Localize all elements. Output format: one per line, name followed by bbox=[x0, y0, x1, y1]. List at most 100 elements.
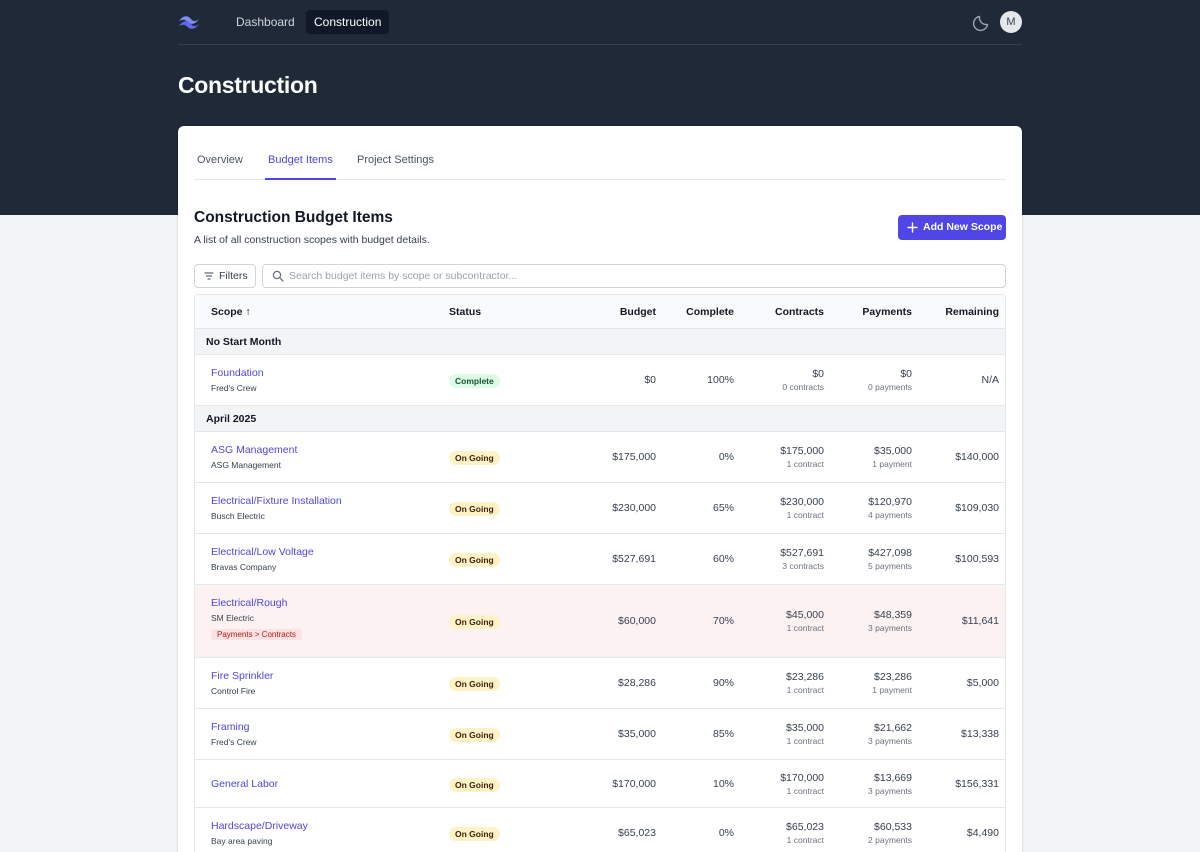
scope-link[interactable]: ASG Management bbox=[211, 444, 298, 456]
subcontractor-name: Bravas Company bbox=[211, 562, 277, 572]
payments-count: 2 payments bbox=[868, 835, 912, 845]
table-row[interactable]: Electrical/Fixture Installation Busch El… bbox=[195, 483, 1005, 534]
nav-link-dashboard[interactable]: Dashboard bbox=[236, 15, 295, 29]
column-header-status[interactable]: Status bbox=[449, 306, 482, 318]
contracts-count: 1 contract bbox=[786, 685, 824, 695]
scope-link[interactable]: Electrical/Fixture Installation bbox=[211, 495, 342, 507]
subcontractor-name: Control Fire bbox=[211, 686, 256, 696]
section-subtitle: A list of all construction scopes with b… bbox=[194, 234, 430, 246]
remaining-value: N/A bbox=[981, 374, 999, 386]
payments-value: $48,359 bbox=[874, 609, 912, 621]
search-input[interactable] bbox=[289, 268, 989, 284]
group-label: April 2025 bbox=[206, 413, 257, 425]
top-navigation: Dashboard Construction M bbox=[178, 0, 1022, 45]
scope-link[interactable]: Foundation bbox=[211, 367, 264, 379]
status-badge: On Going bbox=[449, 827, 500, 841]
column-header-complete[interactable]: Complete bbox=[686, 306, 734, 318]
remaining-value: $11,641 bbox=[961, 615, 999, 627]
scope-link[interactable]: Electrical/Low Voltage bbox=[211, 546, 314, 558]
payments-value: $35,000 bbox=[874, 445, 912, 457]
table-row[interactable]: ASG Management ASG Management On Going $… bbox=[195, 432, 1005, 483]
column-header-scope[interactable]: Scope ↑ bbox=[211, 306, 251, 318]
add-new-scope-button[interactable]: Add New Scope bbox=[898, 215, 1006, 240]
moon-icon[interactable] bbox=[972, 12, 992, 32]
complete-value: 0% bbox=[718, 827, 734, 839]
budget-value: $527,691 bbox=[612, 553, 656, 565]
user-avatar[interactable]: M bbox=[1000, 11, 1022, 33]
payments-exceed-contracts-warning: Payments > Contracts bbox=[211, 629, 302, 640]
table-row-warning[interactable]: Electrical/Rough SM Electric Payments > … bbox=[195, 585, 1005, 658]
remaining-value: $140,000 bbox=[955, 451, 999, 463]
scope-link[interactable]: Framing bbox=[211, 721, 250, 733]
contracts-count: 1 contract bbox=[786, 510, 824, 520]
remaining-value: $5,000 bbox=[966, 677, 999, 689]
search-icon bbox=[272, 270, 284, 282]
subcontractor-name: ASG Management bbox=[211, 460, 281, 470]
group-header-no-start-month: No Start Month bbox=[195, 329, 1005, 355]
contracts-count: 0 contracts bbox=[782, 382, 824, 392]
status-badge: Complete bbox=[449, 374, 500, 388]
payments-count: 1 payment bbox=[872, 459, 912, 469]
payments-count: 3 payments bbox=[868, 736, 912, 746]
column-header-budget[interactable]: Budget bbox=[619, 306, 656, 318]
payments-count: 3 payments bbox=[868, 623, 912, 633]
contracts-value: $175,000 bbox=[780, 445, 824, 457]
status-badge: On Going bbox=[449, 728, 500, 742]
payments-value: $23,286 bbox=[874, 671, 912, 683]
tab-overview[interactable]: Overview bbox=[197, 154, 243, 166]
contracts-value: $35,000 bbox=[786, 722, 824, 734]
column-header-contracts[interactable]: Contracts bbox=[774, 306, 824, 318]
scope-link[interactable]: General Labor bbox=[211, 778, 279, 790]
nav-link-construction[interactable]: Construction bbox=[306, 10, 390, 34]
scope-link[interactable]: Hardscape/Driveway bbox=[211, 820, 308, 832]
table-row[interactable]: Fire Sprinkler Control Fire On Going $28… bbox=[195, 658, 1005, 709]
contracts-count: 1 contract bbox=[786, 736, 824, 746]
subcontractor-name: Bay area paving bbox=[211, 836, 273, 846]
budget-value: $0 bbox=[644, 374, 656, 386]
contracts-value: $23,286 bbox=[786, 671, 824, 683]
payments-count: 4 payments bbox=[868, 510, 912, 520]
filters-label: Filters bbox=[219, 270, 248, 282]
tab-project-settings[interactable]: Project Settings bbox=[357, 154, 435, 166]
subcontractor-name: Fred's Crew bbox=[211, 383, 257, 393]
remaining-value: $100,593 bbox=[955, 553, 999, 565]
logo-icon[interactable] bbox=[178, 13, 200, 31]
group-label: No Start Month bbox=[206, 336, 282, 348]
subcontractor-name: SM Electric bbox=[211, 613, 254, 623]
remaining-value: $109,030 bbox=[955, 502, 999, 514]
filters-button[interactable]: Filters bbox=[194, 264, 256, 288]
remaining-value: $4,490 bbox=[966, 827, 999, 839]
tab-budget-items[interactable]: Budget Items bbox=[265, 126, 336, 180]
status-badge: On Going bbox=[449, 778, 500, 792]
contracts-count: 3 contracts bbox=[782, 561, 824, 571]
contracts-count: 1 contract bbox=[786, 623, 824, 633]
contracts-value: $170,000 bbox=[780, 772, 824, 784]
payments-value: $427,098 bbox=[868, 547, 912, 559]
subcontractor-name: Busch Electric bbox=[211, 511, 265, 521]
payments-count: 5 payments bbox=[868, 561, 912, 571]
column-header-remaining[interactable]: Remaining bbox=[945, 306, 999, 318]
table-row[interactable]: Foundation Fred's Crew Complete $0 100% … bbox=[195, 355, 1005, 406]
budget-value: $175,000 bbox=[612, 451, 656, 463]
content-card: Overview Budget Items Project Settings C… bbox=[178, 126, 1022, 852]
contracts-value: $527,691 bbox=[780, 547, 824, 559]
payments-value: $21,662 bbox=[874, 722, 912, 734]
payments-value: $0 bbox=[900, 368, 912, 380]
contracts-count: 1 contract bbox=[786, 835, 824, 845]
table-row[interactable]: General Labor On Going $170,000 10% $170… bbox=[195, 760, 1005, 808]
status-badge: On Going bbox=[449, 553, 500, 567]
budget-value: $230,000 bbox=[612, 502, 656, 514]
complete-value: 10% bbox=[712, 778, 734, 790]
table-row[interactable]: Framing Fred's Crew On Going $35,000 85%… bbox=[195, 709, 1005, 760]
status-badge: On Going bbox=[449, 502, 500, 516]
table-row[interactable]: Hardscape/Driveway Bay area paving On Go… bbox=[195, 808, 1005, 852]
scope-link[interactable]: Electrical/Rough bbox=[211, 597, 288, 609]
section-title: Construction Budget Items bbox=[194, 209, 393, 226]
complete-value: 60% bbox=[712, 553, 734, 565]
scope-link[interactable]: Fire Sprinkler bbox=[211, 670, 274, 682]
column-header-payments[interactable]: Payments bbox=[862, 306, 912, 318]
complete-value: 65% bbox=[712, 502, 734, 514]
payments-value: $120,970 bbox=[868, 496, 912, 508]
table-row[interactable]: Electrical/Low Voltage Bravas Company On… bbox=[195, 534, 1005, 585]
payments-value: $60,533 bbox=[874, 821, 912, 833]
